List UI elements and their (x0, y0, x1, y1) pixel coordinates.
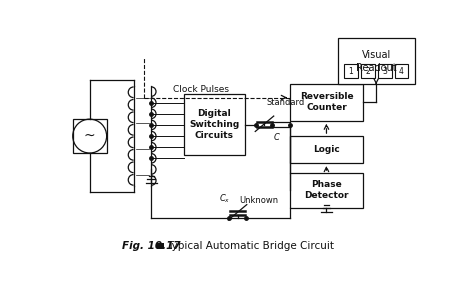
Text: 2: 2 (365, 67, 370, 76)
Text: Typical Automatic Bridge Circuit: Typical Automatic Bridge Circuit (167, 241, 334, 251)
Bar (361, 65, 374, 78)
Bar (290, 173, 363, 208)
Text: Logic: Logic (313, 145, 340, 154)
Bar (337, 38, 415, 84)
Text: Clock Pulses: Clock Pulses (173, 86, 229, 94)
Text: C: C (273, 133, 280, 142)
Text: 4: 4 (399, 67, 404, 76)
Text: Standard: Standard (266, 98, 304, 107)
Text: Fig. 10.17: Fig. 10.17 (122, 241, 181, 251)
Text: Unknown: Unknown (239, 196, 278, 205)
Bar (344, 65, 358, 78)
Bar (290, 136, 363, 163)
Text: $C_x$: $C_x$ (219, 193, 230, 205)
Text: Visual
Readout: Visual Readout (356, 50, 396, 73)
Bar (183, 94, 245, 155)
Bar (290, 84, 363, 121)
Text: Phase
Detector: Phase Detector (304, 180, 349, 200)
Text: ~: ~ (84, 128, 95, 142)
Bar (378, 65, 392, 78)
Text: Digital
Switching
Circuits: Digital Switching Circuits (189, 109, 239, 140)
Bar (395, 65, 409, 78)
Bar (73, 119, 107, 153)
Bar (157, 243, 164, 249)
Text: 3: 3 (382, 67, 387, 76)
Text: Reversible
Counter: Reversible Counter (300, 92, 353, 112)
Text: 1: 1 (348, 67, 353, 76)
